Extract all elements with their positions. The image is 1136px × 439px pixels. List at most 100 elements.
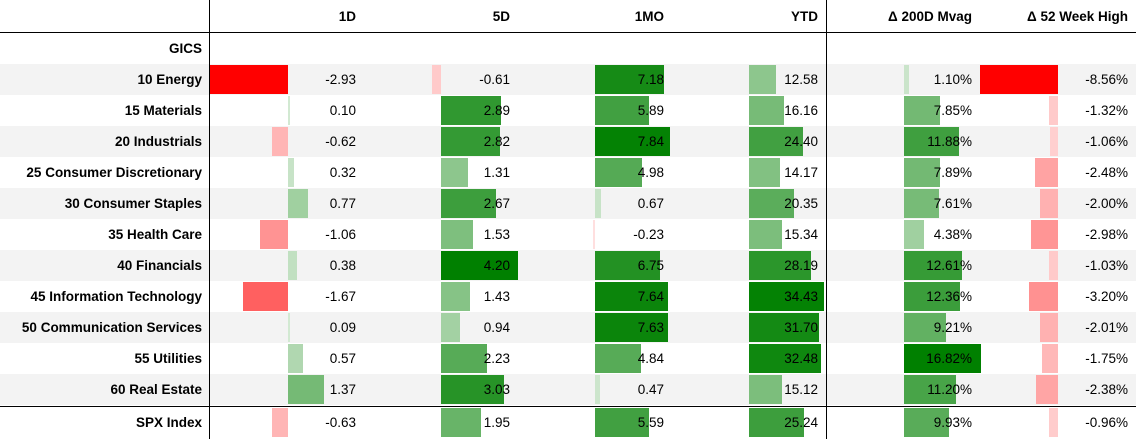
heat-bar xyxy=(749,313,820,342)
table-cell-value: 1.95 xyxy=(483,415,510,430)
table-cell-value: 0.38 xyxy=(329,258,356,273)
table-cell-value: 3.03 xyxy=(483,382,510,397)
table-cell-value: 1.53 xyxy=(483,227,510,242)
heat-bar xyxy=(288,96,291,125)
table-cell-value: -0.23 xyxy=(633,227,664,242)
heat-bar xyxy=(904,189,939,218)
heat-bar xyxy=(1042,344,1058,373)
table-cell-value: -1.03% xyxy=(1085,258,1128,273)
heat-bar xyxy=(1035,158,1058,187)
heat-bar xyxy=(441,375,505,404)
heat-bar xyxy=(904,375,956,404)
table-cell-value: -2.93 xyxy=(325,72,356,87)
heat-bar xyxy=(288,344,303,373)
table-cell-value: 32.48 xyxy=(784,351,818,366)
table-cell-value: 0.67 xyxy=(637,196,664,211)
heat-bar xyxy=(904,282,961,311)
heat-bar xyxy=(1048,251,1058,280)
column-header: 1MO xyxy=(634,9,664,24)
heat-bar xyxy=(441,344,488,373)
table-cell-value: 31.70 xyxy=(784,320,818,335)
table-cell-value: 4.20 xyxy=(483,258,510,273)
table-cell-value: 2.89 xyxy=(483,103,510,118)
table-row xyxy=(0,64,1136,95)
heat-bar xyxy=(271,408,288,437)
table-cell-value: 16.16 xyxy=(784,103,818,118)
table-cell-value: -1.75% xyxy=(1085,351,1128,366)
table-cell-value: -8.56% xyxy=(1085,72,1128,87)
heat-bar xyxy=(749,96,784,125)
heat-bar xyxy=(749,127,803,156)
heat-bar xyxy=(595,189,602,218)
table-cell-value: 0.94 xyxy=(483,320,510,335)
table-cell-value: 0.09 xyxy=(329,320,356,335)
table-cell-value: 0.47 xyxy=(637,382,664,397)
heat-bar xyxy=(592,220,595,249)
table-cell-value: -0.61 xyxy=(479,72,510,87)
table-row xyxy=(0,95,1136,126)
table-cell-value: 0.10 xyxy=(329,103,356,118)
table-cell-value: 16.82% xyxy=(926,351,972,366)
heat-bar xyxy=(441,282,471,311)
table-cell-value: 0.77 xyxy=(329,196,356,211)
grid-rule xyxy=(0,32,1136,33)
table-cell-value: 11.20% xyxy=(927,382,972,397)
row-label: 25 Consumer Discretionary xyxy=(26,165,202,180)
grid-rule xyxy=(0,406,1136,407)
table-cell-value: -0.62 xyxy=(325,134,356,149)
table-cell-value: -1.06 xyxy=(325,227,356,242)
heat-bar xyxy=(431,65,441,94)
table-cell-value: 0.57 xyxy=(329,351,356,366)
heat-bar xyxy=(904,96,941,125)
row-label: 35 Health Care xyxy=(108,227,202,242)
heat-bar xyxy=(441,251,518,280)
table-cell-value: 4.84 xyxy=(637,351,664,366)
table-cell-value: 7.84 xyxy=(637,134,664,149)
heat-bar xyxy=(271,127,288,156)
heat-bar xyxy=(904,127,959,156)
table-cell-value: 14.17 xyxy=(784,165,818,180)
heat-bar xyxy=(595,375,600,404)
table-cell-value: 1.43 xyxy=(483,289,510,304)
table-cell-value: 7.61% xyxy=(933,196,972,211)
table-cell-value: -2.00% xyxy=(1085,196,1128,211)
heat-bar xyxy=(595,251,660,280)
table-cell-value: 4.98 xyxy=(637,165,664,180)
heat-bar xyxy=(288,375,324,404)
heat-bar xyxy=(904,65,910,94)
table-cell-value: -1.67 xyxy=(325,289,356,304)
heat-bar xyxy=(1050,127,1058,156)
row-label: 45 Information Technology xyxy=(30,289,202,304)
heat-bar xyxy=(749,65,776,94)
table-cell-value: 7.89% xyxy=(933,165,972,180)
table-cell-value: -3.20% xyxy=(1085,289,1128,304)
table-cell-value: 1.31 xyxy=(483,165,510,180)
heat-bar xyxy=(595,127,671,156)
row-label: 20 Industrials xyxy=(114,134,202,149)
table-cell-value: 9.93% xyxy=(933,415,972,430)
table-cell-value: 20.35 xyxy=(784,196,818,211)
table-cell-value: 9.21% xyxy=(933,320,972,335)
heat-bar xyxy=(749,282,825,311)
heat-bar xyxy=(595,96,649,125)
grid-rule xyxy=(826,0,827,439)
heat-bar xyxy=(1036,375,1058,404)
row-label: 30 Consumer Staples xyxy=(64,196,202,211)
table-cell-value: 12.58 xyxy=(784,72,818,87)
table-cell-value: 34.43 xyxy=(784,289,818,304)
table-cell-value: 6.75 xyxy=(637,258,664,273)
table-cell-value: 7.85% xyxy=(933,103,972,118)
heat-bar xyxy=(1040,189,1058,218)
column-header: YTD xyxy=(791,9,818,24)
table-cell-value: 24.40 xyxy=(784,134,818,149)
table-row xyxy=(0,312,1136,343)
table-cell-value: 7.64 xyxy=(637,289,664,304)
heat-bar xyxy=(904,408,950,437)
heat-bar xyxy=(288,158,295,187)
heat-bar xyxy=(1030,220,1058,249)
table-cell-value: 1.10% xyxy=(933,72,972,87)
table-cell-value: 25.24 xyxy=(784,415,818,430)
heat-bar xyxy=(1040,313,1058,342)
heat-bar xyxy=(749,158,780,187)
